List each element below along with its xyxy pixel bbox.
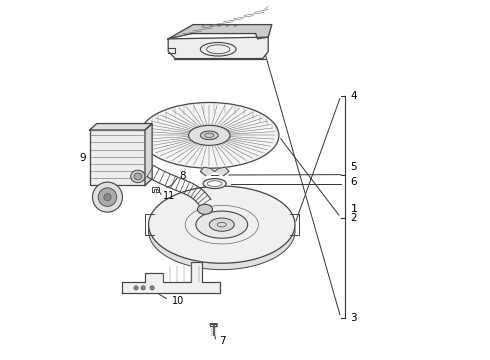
Text: 5: 5	[350, 162, 357, 172]
Ellipse shape	[148, 193, 295, 270]
Circle shape	[104, 194, 111, 201]
Ellipse shape	[203, 179, 226, 189]
Text: 10: 10	[172, 296, 184, 306]
Ellipse shape	[131, 170, 145, 183]
Ellipse shape	[207, 181, 222, 186]
Circle shape	[93, 182, 122, 212]
Ellipse shape	[189, 125, 230, 145]
Bar	[90, 130, 145, 185]
Text: 7: 7	[220, 337, 226, 346]
Circle shape	[134, 286, 138, 290]
Text: 4: 4	[350, 91, 357, 101]
Circle shape	[141, 286, 146, 290]
Ellipse shape	[209, 218, 234, 231]
Text: 8: 8	[179, 171, 186, 181]
Ellipse shape	[197, 204, 213, 214]
Text: 6: 6	[350, 177, 357, 187]
Polygon shape	[168, 24, 272, 39]
Circle shape	[98, 188, 117, 206]
Ellipse shape	[200, 131, 218, 140]
Polygon shape	[200, 167, 215, 176]
Ellipse shape	[134, 173, 142, 180]
Ellipse shape	[148, 186, 295, 263]
Polygon shape	[122, 262, 220, 293]
Text: 1: 1	[350, 203, 357, 213]
Text: 3: 3	[350, 312, 357, 323]
Text: 9: 9	[79, 153, 86, 163]
Text: 12: 12	[96, 200, 108, 210]
Polygon shape	[90, 123, 152, 130]
Ellipse shape	[196, 211, 247, 238]
Text: 11: 11	[163, 191, 175, 201]
Circle shape	[150, 286, 154, 290]
Polygon shape	[168, 37, 268, 59]
Polygon shape	[145, 123, 152, 185]
Polygon shape	[215, 167, 229, 176]
Text: 2: 2	[350, 212, 357, 222]
Ellipse shape	[140, 103, 279, 168]
